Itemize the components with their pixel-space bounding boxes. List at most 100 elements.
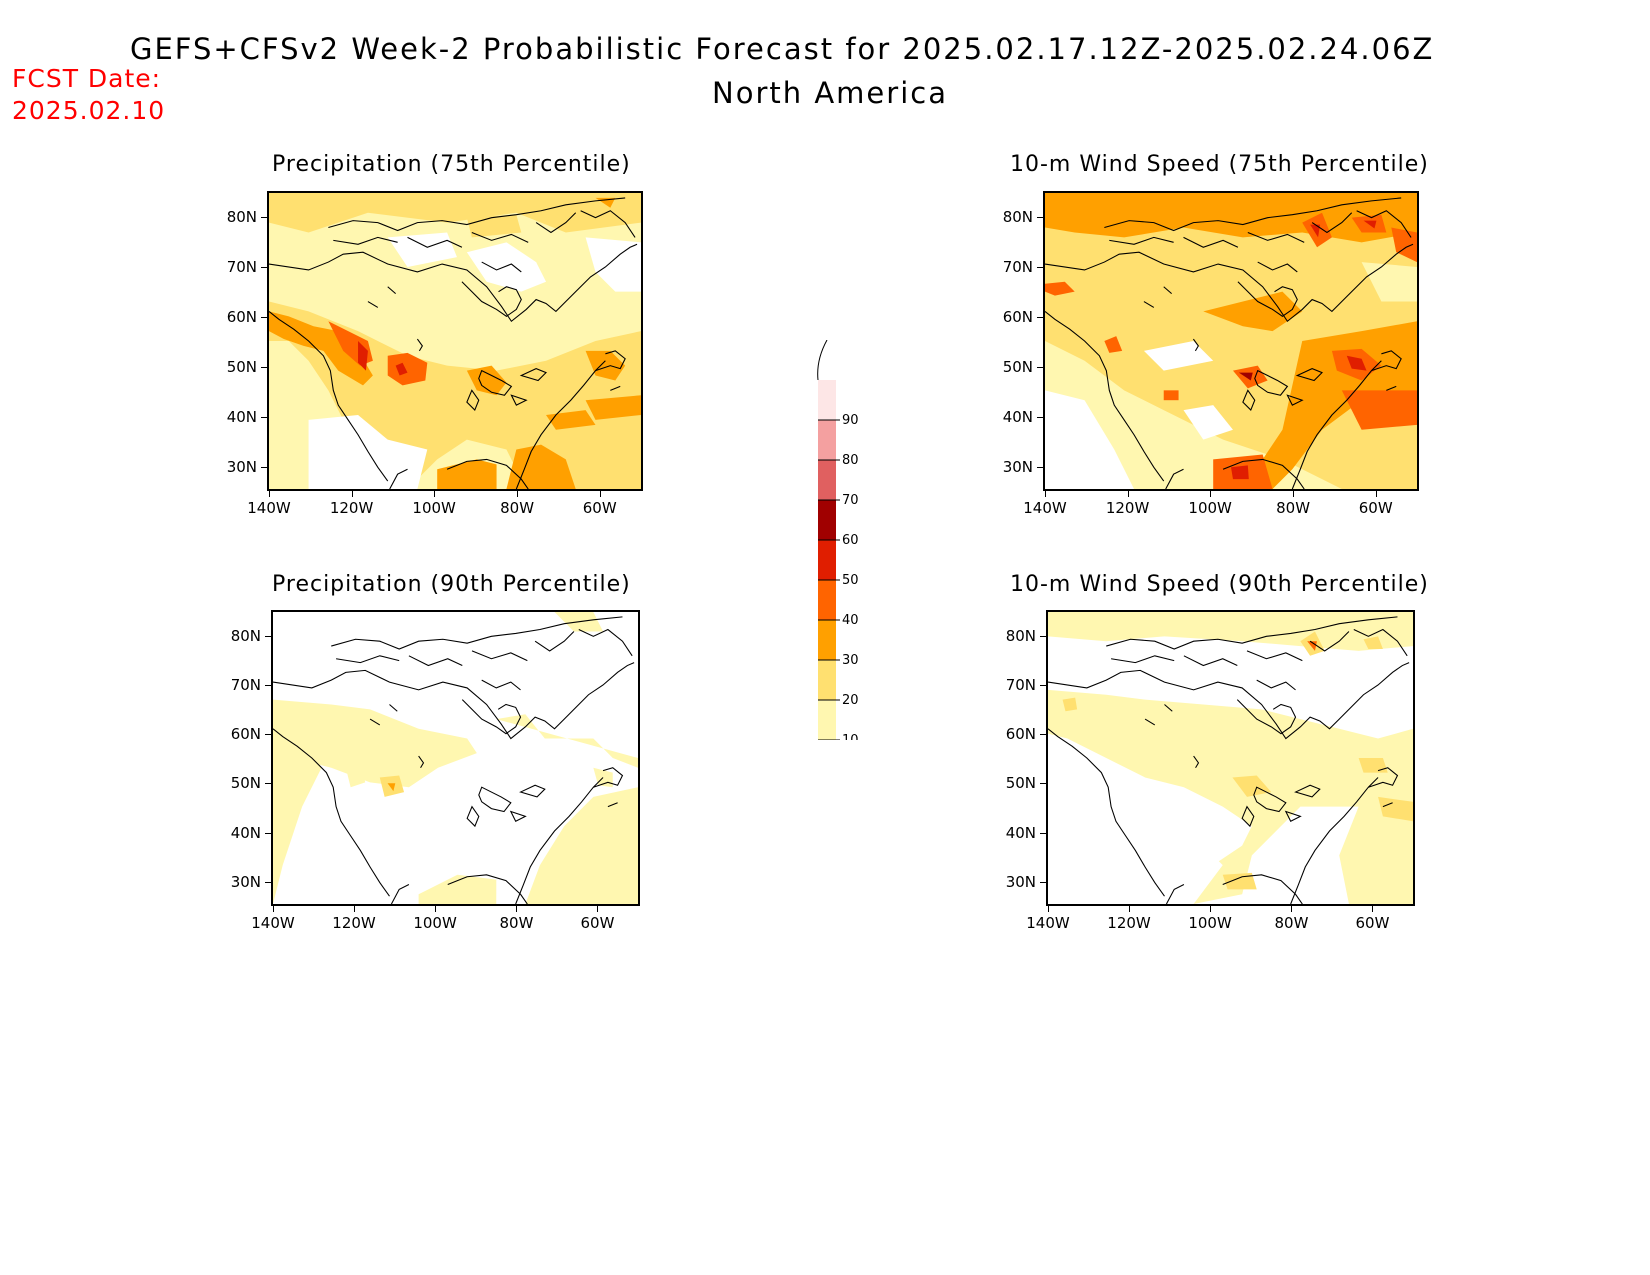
coastline [466, 805, 480, 828]
coastline [333, 236, 398, 245]
map-svg [1048, 612, 1413, 904]
map-svg [273, 612, 638, 904]
lat-tick [1037, 317, 1043, 318]
lon-label: 100W [412, 499, 456, 517]
probability-contour [273, 699, 477, 788]
colorbar-top-curve [817, 339, 828, 381]
colorbar-segment [818, 580, 836, 620]
coastline [408, 655, 463, 667]
probability-contour [1358, 758, 1388, 773]
lat-label: 70N [1005, 676, 1036, 695]
lat-tick [261, 267, 267, 269]
lat-label: 70N [230, 676, 261, 695]
coastline [1164, 704, 1173, 712]
lon-label: 140W [251, 914, 295, 932]
lon-label: 60W [1358, 499, 1393, 517]
probability-contour [1143, 341, 1214, 371]
coastline [416, 338, 424, 352]
lat-tick [1037, 366, 1043, 368]
coastline [390, 884, 410, 904]
colorbar-label: 60 [842, 533, 859, 548]
colorbar-segment [818, 380, 836, 420]
coastline [1104, 197, 1402, 232]
coastline [1222, 458, 1305, 489]
coastline [1284, 810, 1302, 822]
coastline [1257, 261, 1298, 273]
lat-tick [1040, 832, 1046, 834]
lon-tick [599, 491, 601, 497]
lon-tick [1210, 491, 1212, 497]
lat-tick [261, 416, 267, 418]
coastline [471, 650, 528, 662]
probability-contour [1341, 390, 1417, 430]
colorbar-label: 10 [842, 733, 859, 740]
lon-label: 80W [1276, 499, 1311, 517]
coastline [1353, 628, 1408, 657]
probability-contour [1222, 872, 1257, 890]
lat-label: 50N [230, 774, 261, 793]
coastline [471, 231, 529, 243]
coastline [515, 360, 606, 489]
forecast-date-label: FCST Date: [12, 64, 162, 93]
lon-label: 140W [247, 499, 291, 517]
coastline [593, 767, 624, 788]
lon-label: 100W [413, 914, 457, 932]
lon-label: 80W [499, 914, 534, 932]
map-subtitle: North America [712, 76, 948, 110]
lon-label: 120W [332, 914, 376, 932]
coastline [1183, 655, 1238, 667]
coastline [1286, 394, 1304, 406]
map-svg [269, 193, 641, 489]
coastline [535, 212, 577, 234]
coastline [510, 394, 528, 406]
lat-label: 80N [226, 208, 257, 227]
lat-tick [265, 685, 271, 687]
lon-label: 120W [329, 499, 374, 517]
coastline [1165, 468, 1184, 489]
lat-label: 50N [1005, 774, 1036, 793]
lon-tick [273, 906, 274, 912]
lat-label: 80N [230, 626, 261, 645]
probability-contour [1232, 775, 1272, 797]
coastline [446, 458, 529, 489]
lat-tick [265, 832, 271, 834]
lat-label: 80N [1002, 208, 1033, 227]
coastline [387, 286, 396, 295]
lon-tick [269, 491, 270, 497]
coastline [273, 728, 390, 897]
probability-contour [395, 362, 408, 376]
probability-contour [1062, 697, 1078, 712]
coastline [273, 662, 635, 740]
coastline [461, 281, 522, 317]
coastline [461, 699, 522, 735]
colorbar-label: 20 [842, 693, 859, 708]
coastline [328, 197, 626, 232]
coastline [389, 704, 398, 712]
probability-contour [1378, 796, 1413, 822]
lon-tick [1375, 491, 1377, 497]
probability-contour [1203, 291, 1303, 332]
probability-contour [273, 728, 322, 904]
probability-contour [1183, 405, 1233, 440]
coastline [1106, 616, 1398, 650]
lon-tick [1210, 906, 1212, 912]
coastline [1295, 368, 1323, 382]
probability-contour [387, 232, 457, 267]
probability-contour [585, 350, 626, 381]
lon-tick [517, 491, 519, 497]
colorbar-label: 80 [842, 453, 859, 468]
coastline [269, 310, 389, 482]
probability-contour [1231, 465, 1249, 480]
lat-tick [1037, 467, 1043, 468]
coastline [1386, 385, 1397, 391]
lat-tick [265, 882, 271, 884]
coastline [1144, 718, 1156, 726]
lon-tick [1045, 491, 1046, 497]
coastline [481, 679, 521, 691]
lon-label: 140W [1026, 914, 1070, 932]
coastline [481, 261, 522, 273]
probability-contour [418, 874, 497, 904]
probability-contour [585, 237, 641, 292]
lon-tick [1372, 906, 1374, 912]
colorbar-segment [818, 460, 836, 500]
